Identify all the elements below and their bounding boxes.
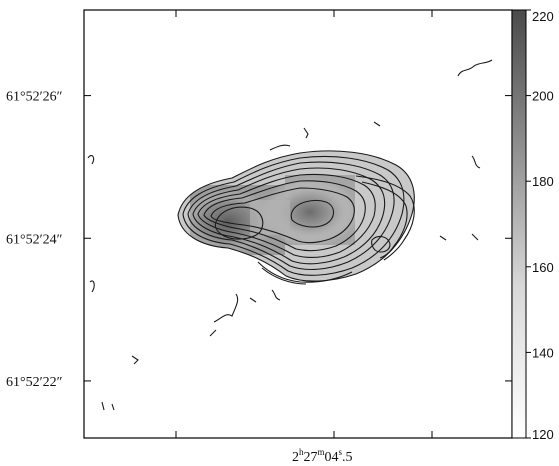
colorbar-ticks: 220 200 180 160 140 120: [526, 9, 554, 442]
contours: [177, 144, 415, 285]
y-tick-label: 61°52′26″: [6, 90, 63, 105]
x-tick-h-unit: h: [299, 447, 304, 457]
noise-contours: [87, 59, 493, 411]
y-tick-label: 61°52′22″: [6, 375, 63, 390]
x-tick-m-unit: m: [318, 447, 325, 457]
colorbar-tick-label: 180: [532, 174, 554, 189]
x-tick-label: 2h27m04s.5: [292, 447, 353, 465]
colorbar-gradient: [511, 9, 527, 439]
y-axis: 61°52′26″ 61°52′24″ 61°52′22″: [6, 90, 63, 390]
y-tick-label: 61°52′24″: [6, 232, 63, 247]
x-tick-s-unit: s: [339, 447, 343, 457]
colorbar-tick-label: 120: [532, 427, 554, 442]
x-tick-seconds: 04: [325, 450, 339, 465]
frame-ticks: [84, 10, 512, 438]
x-tick-hours: 2: [292, 450, 299, 465]
colorbar: 220 200 180 160 140 120: [511, 9, 554, 442]
colorbar-tick-label: 140: [532, 345, 554, 360]
x-tick-fraction: .5: [342, 450, 353, 465]
colorbar-tick-label: 160: [532, 260, 554, 275]
colorbar-tick-label: 200: [532, 89, 554, 104]
colorbar-tick-label: 220: [532, 9, 554, 24]
x-tick-minutes: 27: [304, 450, 318, 465]
